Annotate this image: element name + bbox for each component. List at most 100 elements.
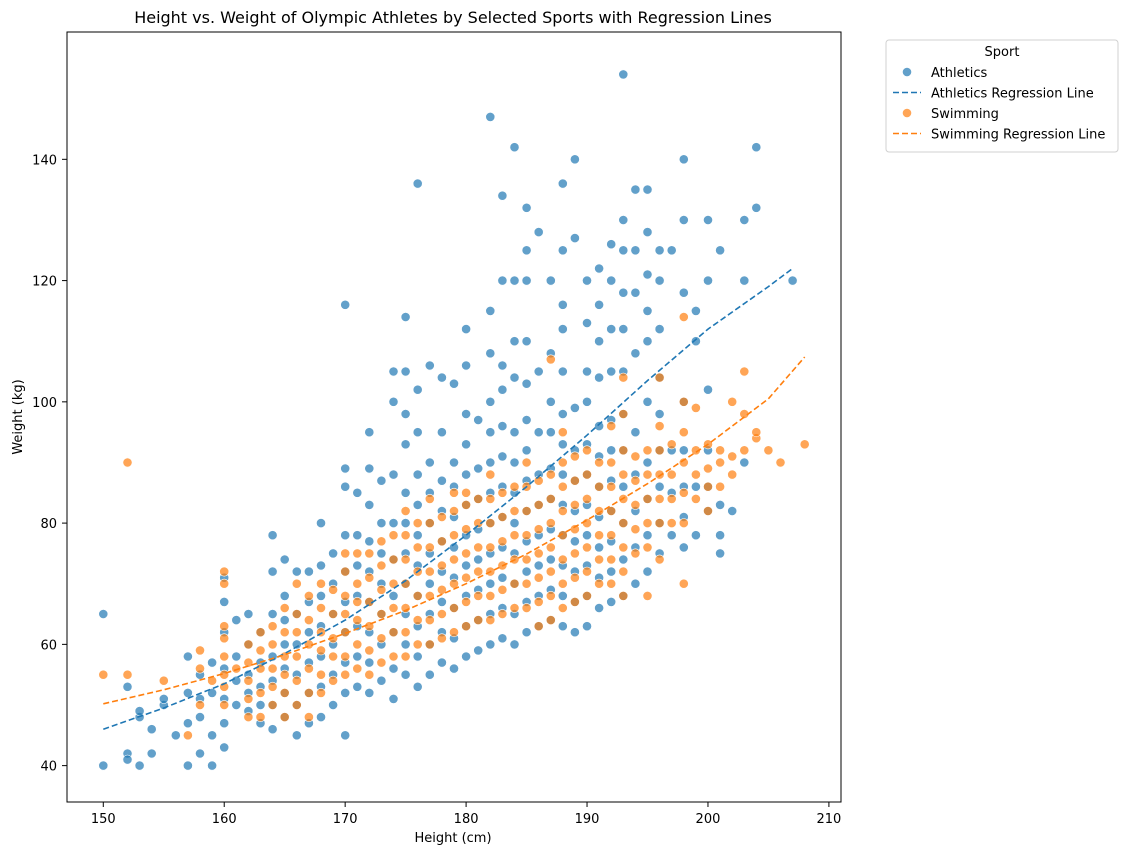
data-point <box>594 603 604 613</box>
data-point <box>461 469 471 480</box>
data-point <box>473 542 484 553</box>
data-point <box>606 457 617 468</box>
data-point <box>557 530 568 541</box>
data-point <box>582 493 592 504</box>
chart-title: Height vs. Weight of Olympic Athletes by… <box>134 8 772 27</box>
data-point <box>606 239 617 250</box>
data-point <box>497 584 508 595</box>
data-point <box>424 615 435 625</box>
data-point <box>654 372 665 383</box>
data-point <box>182 760 193 771</box>
data-point <box>497 275 508 286</box>
data-point <box>739 457 750 468</box>
data-point <box>291 566 302 577</box>
data-point <box>594 554 604 565</box>
data-point <box>582 621 592 632</box>
data-point <box>630 184 641 195</box>
data-point <box>703 506 713 516</box>
data-point <box>739 445 750 456</box>
data-point <box>376 633 387 644</box>
data-point <box>606 566 617 577</box>
data-point <box>521 506 532 516</box>
data-point <box>267 566 278 577</box>
data-point <box>267 681 278 692</box>
data-point <box>340 591 351 601</box>
data-point <box>291 627 302 638</box>
data-point <box>364 669 375 680</box>
data-point <box>364 499 375 510</box>
data-point <box>618 518 629 528</box>
data-point <box>170 730 181 741</box>
data-point <box>255 700 266 710</box>
data-point <box>412 615 423 625</box>
data-point <box>557 578 568 589</box>
data-point <box>570 572 580 583</box>
x-axis-label: Height (cm) <box>414 831 491 846</box>
data-point <box>533 597 544 607</box>
data-point <box>316 712 326 722</box>
data-point <box>521 566 532 577</box>
data-point <box>400 518 411 528</box>
data-point <box>485 615 496 625</box>
data-point <box>594 506 604 516</box>
data-point <box>582 530 592 541</box>
data-point <box>618 324 629 334</box>
data-point <box>739 215 750 225</box>
data-point <box>630 578 641 589</box>
data-point <box>654 469 665 480</box>
data-point <box>340 481 351 492</box>
data-point <box>473 415 484 425</box>
data-point <box>485 591 496 601</box>
legend-label: Swimming Regression Line <box>931 128 1105 143</box>
data-point <box>255 663 266 674</box>
data-point <box>449 457 459 468</box>
data-point <box>436 657 447 668</box>
y-tick-label: 140 <box>32 153 57 168</box>
y-tick-label: 100 <box>32 396 57 411</box>
data-point <box>449 627 459 638</box>
data-point <box>618 542 629 553</box>
data-point <box>255 712 266 722</box>
data-point <box>291 730 302 741</box>
data-point <box>388 518 399 528</box>
legend-marker <box>902 67 912 77</box>
data-point <box>400 409 411 419</box>
data-point <box>678 445 689 456</box>
data-point <box>436 584 447 595</box>
data-point <box>545 427 556 438</box>
data-point <box>678 487 689 498</box>
data-point <box>400 487 411 498</box>
data-point <box>775 457 786 468</box>
data-point <box>618 245 629 256</box>
data-point <box>582 318 592 328</box>
data-point <box>388 578 399 589</box>
data-point <box>376 518 387 528</box>
legend-marker <box>902 108 912 118</box>
data-point <box>533 499 544 510</box>
x-tick-label: 200 <box>696 812 721 827</box>
data-point <box>134 706 145 716</box>
data-point <box>412 427 423 438</box>
x-tick-label: 150 <box>91 812 116 827</box>
data-point <box>521 245 532 256</box>
data-point <box>303 591 314 601</box>
data-point <box>461 439 471 450</box>
data-point <box>291 578 302 589</box>
data-point <box>388 530 399 541</box>
data-point <box>376 536 387 547</box>
data-point <box>497 190 508 201</box>
data-point <box>255 627 266 638</box>
data-point <box>376 584 387 595</box>
data-point <box>739 275 750 286</box>
data-point <box>545 493 556 504</box>
data-point <box>473 493 484 504</box>
data-point <box>521 627 532 638</box>
data-point <box>715 445 725 456</box>
data-point <box>654 275 665 286</box>
data-point <box>364 645 375 656</box>
data-point <box>449 378 459 389</box>
y-tick-label: 120 <box>32 275 57 290</box>
data-point <box>618 372 629 383</box>
data-point <box>703 215 713 225</box>
data-point <box>642 336 653 347</box>
